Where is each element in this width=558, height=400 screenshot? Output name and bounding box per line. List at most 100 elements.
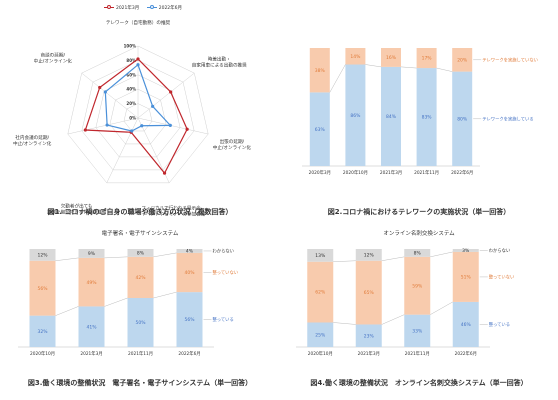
bar-value-label: 84% xyxy=(386,114,397,120)
figure-4-title: オンライン名刺交換システム xyxy=(383,231,455,237)
legend-label-2021: 2021年3月 xyxy=(115,6,140,11)
bar-value-label: 12% xyxy=(364,252,375,258)
series-legend-label: テレワークを実施していない xyxy=(482,56,538,63)
series-connector-line xyxy=(400,66,417,69)
bar-value-label: 33% xyxy=(412,328,423,334)
bar-segment-0 xyxy=(29,315,56,347)
radar-axis-label: 社内会議の延期/中止/オンライン化 xyxy=(13,134,52,147)
radar-point-0 xyxy=(83,128,87,132)
bar-value-label: 49% xyxy=(86,280,97,286)
bar-segment-0 xyxy=(404,314,431,347)
bar-value-label: 56% xyxy=(184,317,195,323)
radar-point-1 xyxy=(151,104,155,108)
radar-grid-ring xyxy=(81,60,195,171)
radar-axis-label-line: 中止/オンライン化 xyxy=(13,140,52,147)
bar-value-label: 8% xyxy=(137,251,145,257)
bar-value-label: 59% xyxy=(412,283,423,289)
series-legend-label: 整っている xyxy=(489,321,510,328)
radar-axis-label-line: フィジカルで行われる展示会、 xyxy=(141,204,205,211)
series-legend-label: テレワークを実施している xyxy=(482,115,533,122)
bar-segment-1 xyxy=(452,48,473,72)
bar-segment-2 xyxy=(307,249,334,262)
series-connector-line xyxy=(430,301,453,315)
radar-axis-label-line: 中止/オンライン化 xyxy=(213,144,252,151)
bar-value-label: 41% xyxy=(86,324,97,330)
bar-segment-0 xyxy=(127,298,154,347)
radar-spoke xyxy=(106,117,139,183)
bar-plot-4: 25% 62% 13% 2020年10月 23% 65% 12% 2021年3月 33% 59% 8… xyxy=(296,247,514,357)
series-connector-line xyxy=(329,64,346,93)
radar-tick-label: 40% xyxy=(126,87,136,92)
bar-segment-2 xyxy=(127,249,154,257)
radar-spoke xyxy=(67,117,139,135)
bar-value-label: 3% xyxy=(462,248,470,254)
radar-axis-label-line: 自家用車による出勤の推奨 xyxy=(192,61,247,68)
bar-value-label: 63% xyxy=(315,127,326,133)
bar-segment-1 xyxy=(307,261,334,323)
figure-1-caption: 図1. コロナ禍のご自身の職場や働き方の状況（複数回答） xyxy=(47,208,233,216)
x-tick-label: 2022年6月 xyxy=(455,350,477,357)
series-connector-line xyxy=(381,256,405,261)
series-legend-label: わからない xyxy=(489,247,510,254)
bar-segment-0 xyxy=(78,306,105,347)
bar-segment-1 xyxy=(309,48,330,93)
bar-segment-1 xyxy=(78,257,105,307)
x-tick-label: 2021年3月 xyxy=(380,169,402,176)
bar-value-label: 62% xyxy=(315,290,326,296)
radar-axis-label-line: 中止/オンライン化 xyxy=(34,57,73,64)
radar-point-1 xyxy=(130,129,134,133)
x-tick-label: 2021年11月 xyxy=(405,350,430,357)
series-connector-line xyxy=(436,67,453,72)
x-tick-label: 2020年10月 xyxy=(30,350,55,357)
radar-point-1 xyxy=(140,124,144,128)
radar-tick-label: 80% xyxy=(126,58,136,63)
bar-value-label: 4% xyxy=(186,249,194,255)
series-connector-line xyxy=(333,322,356,325)
bar-value-label: 42% xyxy=(135,275,146,281)
bar-value-label: 86% xyxy=(350,113,361,119)
radar-spoke xyxy=(81,72,139,119)
series-legend-label: わからない xyxy=(213,247,234,254)
series-connector-line xyxy=(55,257,79,261)
radar-axis-label-line: 欠勤者が出ても xyxy=(61,202,93,209)
radar-point-0 xyxy=(185,127,189,131)
radar-axis-label-line: 商談の延期/ xyxy=(40,51,65,58)
bar-segment-2 xyxy=(404,249,431,257)
radar-legend: 2021年3月 2022年6月 xyxy=(0,5,280,11)
bar-segment-0 xyxy=(309,92,330,166)
series-connector-line xyxy=(104,256,128,259)
series-connector-line xyxy=(333,260,356,262)
x-tick-label: 2022年6月 xyxy=(451,169,473,176)
radar-axis-label-line: 出張の延期/ xyxy=(220,138,245,145)
bar-segment-0 xyxy=(381,66,401,166)
bar-segment-2 xyxy=(176,249,203,253)
x-tick-label: 2021年11月 xyxy=(414,169,439,176)
radar-series-line-0 xyxy=(84,58,188,175)
radar-tick-label: 0% xyxy=(129,116,136,121)
figure-3-title: 電子署名・電子サインシステム xyxy=(101,231,179,237)
radar-axis-label: 欠勤者が出ても業務を継続できる体制の整備 xyxy=(47,202,107,215)
bar-value-label: 17% xyxy=(422,56,433,62)
bar-value-label: 83% xyxy=(422,115,433,121)
bar-value-label: 9% xyxy=(88,251,96,257)
figure-3-stacked-bar: 電子署名・電子サインシステム 32% 56% 12% 2020年10月 41% 49% 9%… xyxy=(0,225,280,400)
bar-value-label: 16% xyxy=(386,55,397,61)
bar-value-label: 8% xyxy=(414,251,422,257)
radar-point-1 xyxy=(168,123,172,127)
bar-value-label: 32% xyxy=(37,329,48,335)
series-connector-line xyxy=(365,64,382,68)
bar-value-label: 12% xyxy=(37,252,48,258)
bar-value-label: 80% xyxy=(457,116,468,122)
radar-axis-label: 商談の延期/中止/オンライン化 xyxy=(34,51,73,64)
radar-axis-label-line: 社内会議の延期/ xyxy=(15,134,49,141)
series-legend-label: 整っている xyxy=(213,316,234,323)
bar-value-label: 65% xyxy=(364,290,375,296)
x-tick-label: 2021年11月 xyxy=(128,350,153,357)
bar-segment-0 xyxy=(307,322,334,347)
figure-4-stacked-bar: オンライン名刺交換システム 25% 62% 13% 2020年10月 23% 65% 12%… xyxy=(280,225,558,400)
radar-tick-label: 60% xyxy=(126,72,136,77)
radar-axis-label-line: 時差出勤・ xyxy=(208,55,231,62)
radar-spoke xyxy=(137,72,195,119)
bar-segment-1 xyxy=(355,260,382,325)
radar-grid-ring xyxy=(67,45,209,184)
